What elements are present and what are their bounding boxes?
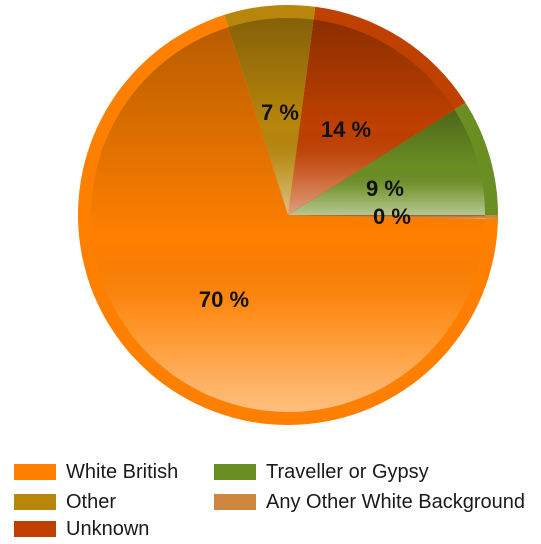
legend-swatch bbox=[214, 494, 256, 510]
pie-slice-any-other-white-background bbox=[288, 215, 498, 219]
pie-slice-traveller-or-gypsy bbox=[288, 102, 498, 215]
legend-swatch bbox=[14, 464, 56, 480]
legend-label: Other bbox=[66, 490, 117, 513]
slice-label-unknown: 14 % bbox=[321, 117, 371, 142]
pie-slice-white-british bbox=[77, 14, 498, 426]
slice-label-white-british: 70 % bbox=[199, 287, 249, 312]
legend: White British Traveller or Gypsy Other A… bbox=[14, 460, 541, 544]
legend-label: Any Other White Background bbox=[266, 490, 526, 513]
slice-label-any-other-white-background: 0 % bbox=[373, 204, 411, 229]
legend-label: Unknown bbox=[66, 517, 150, 540]
legend-item-unknown: Unknown bbox=[14, 517, 149, 541]
legend-swatch bbox=[14, 521, 56, 537]
legend-item-other: Other bbox=[14, 490, 116, 514]
legend-swatch bbox=[14, 494, 56, 510]
slice-label-other: 7 % bbox=[261, 100, 299, 125]
legend-label: Traveller or Gypsy bbox=[266, 460, 429, 483]
legend-item-any-other-white-background: Any Other White Background bbox=[214, 490, 525, 514]
legend-item-traveller-or-gypsy: Traveller or Gypsy bbox=[214, 460, 429, 484]
legend-swatch bbox=[214, 464, 256, 480]
slice-label-traveller-or-gypsy: 9 % bbox=[366, 176, 404, 201]
pie-slice-unknown bbox=[288, 6, 466, 215]
pie-chart: 9 % 14 % 7 % 70 % 0 % bbox=[77, 4, 498, 426]
pie-slice-other bbox=[224, 4, 316, 216]
legend-label: White British bbox=[66, 460, 179, 483]
legend-item-white-british: White British bbox=[14, 460, 178, 484]
